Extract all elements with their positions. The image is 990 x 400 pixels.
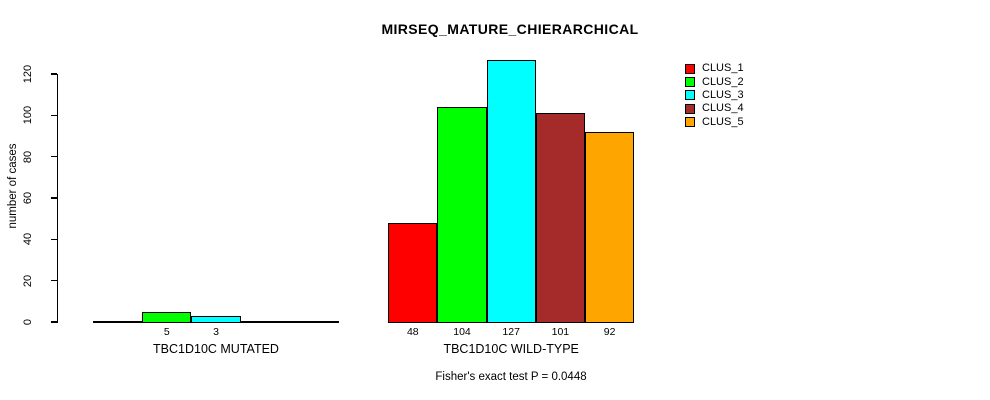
- y-tick-label: 100: [21, 106, 34, 125]
- legend-item: CLUS_1: [685, 62, 744, 75]
- legend-item: CLUS_2: [685, 75, 744, 88]
- bar-clus_3: [486, 59, 536, 323]
- bar-clus_4: [535, 113, 585, 323]
- bar-clus_2: [142, 311, 192, 323]
- bar-value-label: 127: [502, 326, 520, 338]
- y-tick-label: 80: [21, 150, 34, 163]
- y-tick-mark: [50, 155, 57, 158]
- y-tick-mark: [50, 238, 57, 241]
- y-tick-label: 20: [21, 274, 34, 287]
- y-tick-mark: [50, 73, 57, 75]
- bar-clus_2: [437, 107, 487, 323]
- legend-label: CLUS_4: [702, 102, 744, 115]
- bar-value-label: 5: [163, 326, 170, 338]
- y-tick-label: 40: [21, 233, 34, 246]
- bar-value-label: 92: [603, 326, 616, 338]
- legend-item: CLUS_5: [685, 116, 744, 129]
- legend-swatch-icon: [685, 63, 695, 74]
- legend-swatch-icon: [685, 117, 695, 128]
- legend-swatch-icon: [685, 90, 695, 101]
- group-label: TBC1D10C WILD-TYPE: [443, 342, 579, 356]
- y-tick-mark: [50, 279, 57, 282]
- bar-clus_5: [585, 131, 635, 323]
- chart-title: MIRSEQ_MATURE_CHIERARCHICAL: [381, 21, 639, 37]
- bar-clus_3: [191, 315, 241, 323]
- fisher-test-footnote: Fisher's exact test P = 0.0448: [435, 371, 587, 383]
- y-tick-mark: [50, 114, 57, 117]
- y-tick-label: 60: [21, 191, 34, 205]
- legend-label: CLUS_2: [702, 75, 744, 88]
- y-tick-mark: [50, 321, 57, 323]
- legend-label: CLUS_5: [702, 115, 744, 128]
- bar-value-label: 3: [213, 326, 219, 338]
- y-tick-mark: [50, 197, 57, 199]
- bar-value-label: 48: [406, 326, 419, 338]
- legend-label: CLUS_3: [702, 88, 744, 101]
- legend-label: CLUS_1: [702, 62, 744, 75]
- y-tick-label: 0: [21, 318, 34, 326]
- legend-item: CLUS_3: [685, 89, 744, 102]
- legend-item: CLUS_4: [685, 102, 744, 115]
- legend-swatch-icon: [685, 77, 695, 88]
- bar-clus_1: [388, 222, 438, 323]
- bar-value-label: 104: [453, 326, 471, 338]
- y-tick-label: 120: [21, 64, 34, 84]
- bar-value-label: 101: [551, 326, 570, 338]
- legend-swatch-icon: [685, 103, 695, 114]
- group-label: TBC1D10C MUTATED: [153, 342, 279, 356]
- legend: CLUS_1 CLUS_2 CLUS_3 CLUS_4 CLUS_5: [685, 62, 744, 129]
- y-axis-line: [56, 73, 58, 323]
